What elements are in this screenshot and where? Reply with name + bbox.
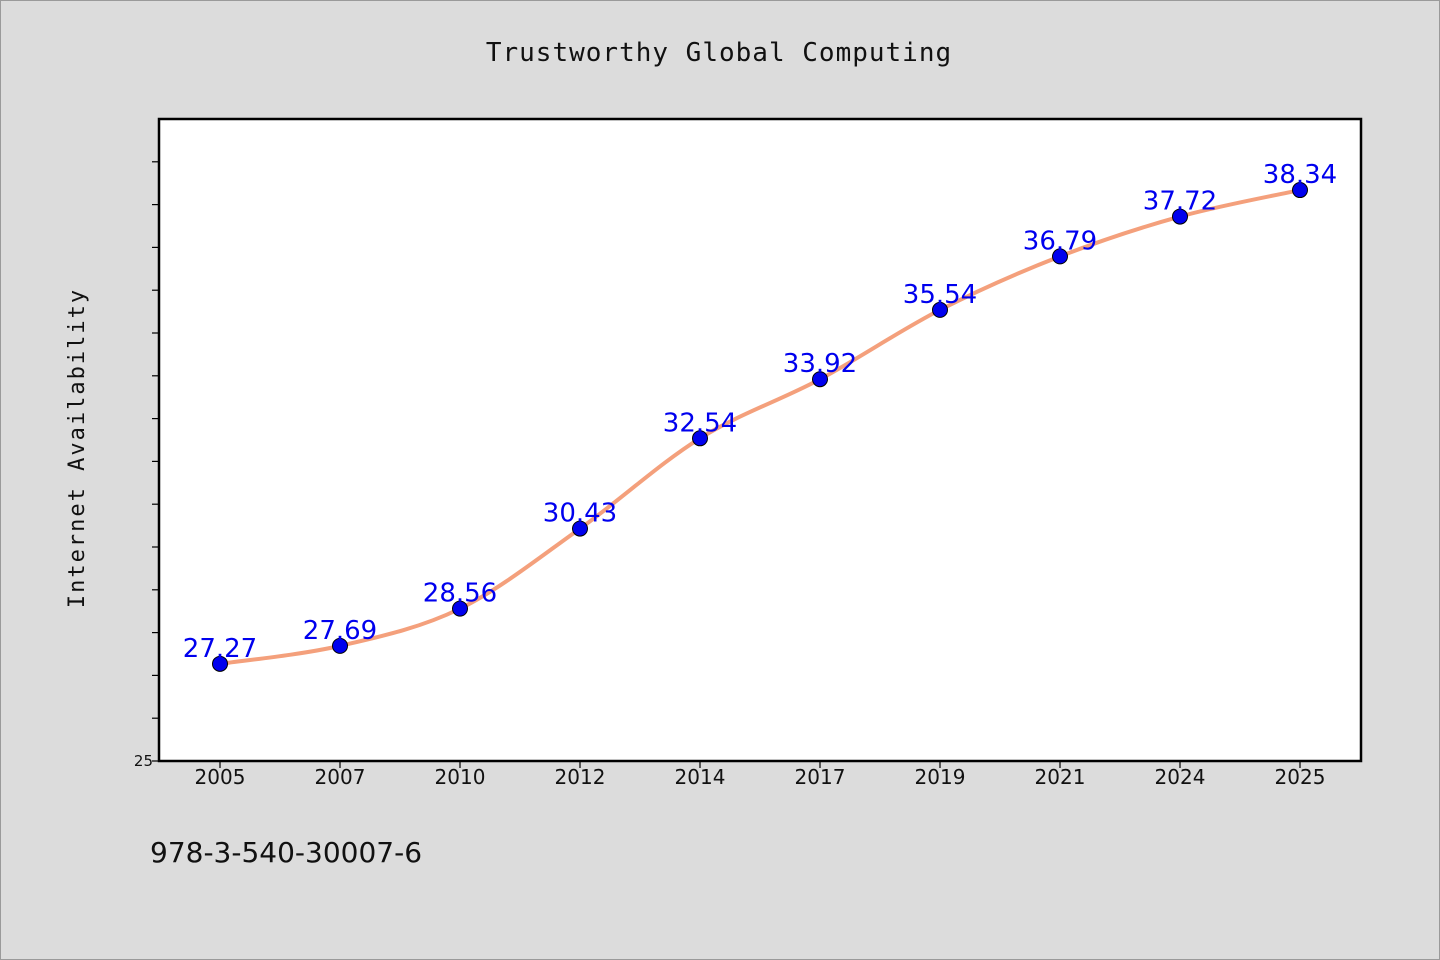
data-point [1172,208,1188,225]
x-tick-label: 2021 [1035,765,1086,789]
x-tick-label: 2024 [1155,765,1206,789]
x-tick-label: 2017 [795,765,846,789]
y-axis-label: Internet Availability [65,288,90,608]
data-point [1052,248,1068,265]
data-label: 35.54 [903,280,977,310]
y-tick-label: 25 [134,752,153,770]
chart-title: Trustworthy Global Computing [486,38,952,68]
data-point [692,430,708,447]
data-point [1292,182,1308,199]
x-tick-label: 2010 [435,765,486,789]
data-label: 27.69 [303,616,377,646]
data-point [332,637,348,654]
data-point [212,655,228,672]
data-point [452,600,468,617]
data-label: 33.92 [783,349,857,379]
data-point [932,301,948,318]
data-label: 30.43 [543,499,617,529]
data-label: 32.54 [663,408,737,438]
data-label: 37.72 [1143,187,1217,217]
x-tick-label: 2019 [915,765,966,789]
data-label: 28.56 [423,579,497,609]
data-label: 27.27 [183,634,257,664]
x-tick-label: 2014 [675,765,726,789]
data-label: 36.79 [1023,226,1097,256]
series-layer: 27.27 27.69 28.56 30.43 32.54 33.92 35.54 36.79… [183,160,1337,672]
series-line [219,188,1301,666]
data-point [572,520,588,537]
x-tick-label: 2005 [195,765,246,789]
data-point [812,371,828,388]
x-axis-ticks: 2005 2007 2010 2012 2014 2017 2019 2021 2024 2025 [195,761,1326,789]
x-tick-label: 2007 [315,765,366,789]
x-tick-label: 2012 [555,765,606,789]
y-axis-ticks: 25 [134,161,159,770]
x-tick-label: 2025 [1275,765,1326,789]
isbn-footer-text: 978-3-540-30007-6 [150,836,422,869]
plot-area [157,117,1363,763]
data-label: 38.34 [1263,160,1337,190]
